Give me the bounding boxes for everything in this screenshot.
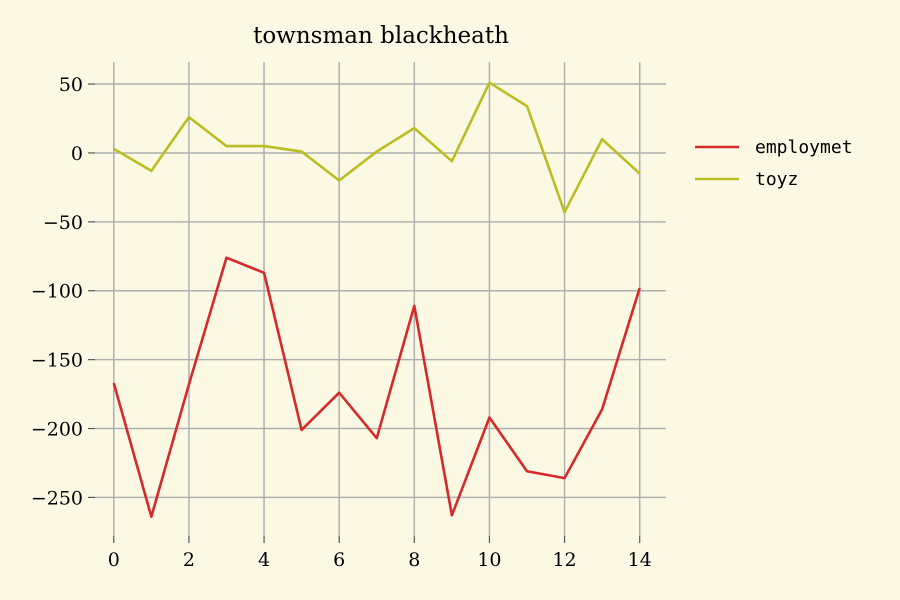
y-tick-label: 50 [59, 74, 83, 96]
x-tick-label: 8 [408, 549, 420, 571]
series-line-employmet [112, 256, 641, 519]
x-tick-label: 10 [477, 549, 501, 571]
gridlines [95, 62, 666, 536]
axis-ticks: 50 0 −50 −100 −150 −200 −250 0 2 4 6 8 10 12 14 [31, 74, 652, 571]
x-tick-label: 14 [628, 549, 652, 571]
legend-label-toyz: toyz [755, 169, 798, 190]
x-tick-label: 0 [108, 549, 120, 571]
y-tick-label: 0 [71, 143, 83, 165]
y-tick-label: −200 [31, 419, 83, 441]
x-tick-label: 6 [333, 549, 345, 571]
y-tick-label: −100 [31, 281, 83, 303]
y-tick-label: −50 [43, 212, 83, 234]
series-line-toyz [113, 81, 641, 214]
chart-title: townsman blackheath [253, 23, 509, 49]
x-tick-label: 4 [258, 549, 270, 571]
legend-label-employmet: employmet [755, 137, 853, 158]
series-lines [112, 81, 641, 519]
y-tick-label: −250 [31, 487, 83, 509]
x-tick-label: 2 [183, 549, 195, 571]
y-tick-label: −150 [31, 350, 83, 372]
legend: employmet toyz [695, 137, 853, 190]
x-tick-label: 12 [552, 549, 576, 571]
